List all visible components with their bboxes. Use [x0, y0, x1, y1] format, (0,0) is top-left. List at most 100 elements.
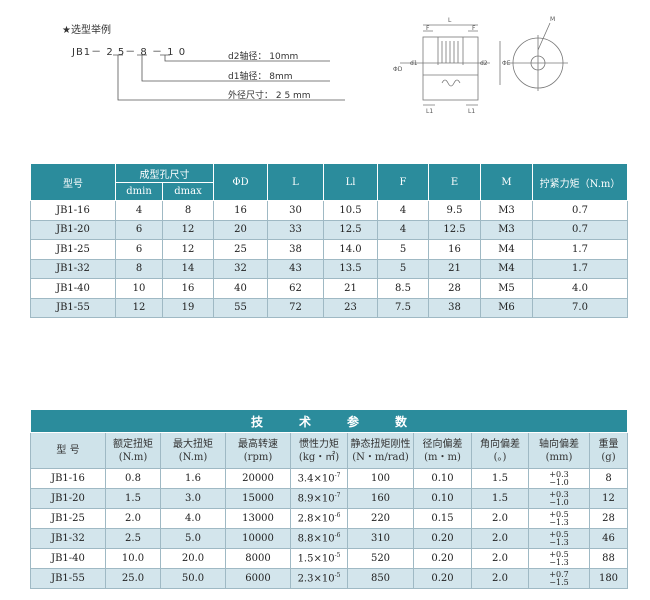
cell-d: 40: [213, 278, 268, 299]
tech-cell: 46: [589, 528, 628, 549]
inertia-exp: -7: [334, 492, 341, 500]
cell-torque: 0.7: [532, 219, 628, 240]
tech-col-header: 惯性力矩 (kg・㎡): [290, 432, 348, 469]
cell-f: 5: [377, 258, 429, 279]
cell-model: JB1-16: [30, 200, 116, 221]
tech-cell: 10.0: [105, 548, 161, 569]
drawing-label-l1: L1: [426, 108, 433, 115]
col-f: F: [377, 163, 429, 201]
tol-lower: −1.0: [549, 477, 569, 487]
inertia-exp: -6: [334, 512, 341, 520]
cell-d: 32: [213, 258, 268, 279]
drawing-label-f2: F: [472, 25, 476, 32]
cell-model: JB1-25: [30, 239, 116, 260]
tech-cell: 0.10: [413, 468, 472, 489]
tech-cell: 20000: [225, 468, 291, 489]
table-row: JB1-16 4 8 16 30 10.5 4 9.5 M3 0.7: [30, 200, 628, 221]
cell-f: 4: [377, 219, 429, 240]
tech-cell: JB1-25: [30, 508, 106, 529]
cell-dmax: 14: [162, 258, 214, 279]
tol-lower: −1.3: [549, 537, 569, 547]
tech-cell: 8: [589, 468, 628, 489]
cell-d: 16: [213, 200, 268, 221]
header-unit: (kg・㎡): [298, 451, 340, 463]
tech-cell: 1.6: [160, 468, 226, 489]
cell-l: 43: [267, 258, 324, 279]
cell-f: 7.5: [377, 297, 429, 318]
tol-lower: −1.0: [549, 497, 569, 507]
tech-col-header: 最大扭矩 (N.m): [160, 432, 226, 469]
coupling-drawing: L F F d1 d2 ΦE ΦD L1 L1 M: [393, 16, 568, 115]
tech-cell: 8.8×10-6: [290, 528, 348, 549]
cell-model: JB1-55: [30, 297, 116, 318]
inertia-base: 1.5×10: [297, 553, 335, 565]
tech-cell: 2.8×10-6: [290, 508, 348, 529]
table-row: JB1-25 6 12 25 38 14.0 5 16 M4 1.7: [30, 239, 628, 260]
tech-cell: 28: [589, 508, 628, 529]
axial-tolerance: +0.7 −1.5: [549, 570, 568, 587]
tech-cell: 2.0: [471, 568, 529, 589]
table-row: JB1-25 2.0 4.0 13000 2.8×10-6 220 0.15 2.0 +0.5−…: [30, 508, 628, 529]
col-m: M: [480, 163, 533, 201]
tech-cell: 2.5: [105, 528, 161, 549]
cell-m: M3: [480, 200, 533, 221]
header-unit: (mm): [545, 451, 573, 463]
header-label: 最大扭矩: [173, 438, 213, 450]
header-label: 径向偏差: [422, 438, 463, 450]
cell-l1: 10.5: [323, 200, 378, 221]
cell-d: 25: [213, 239, 268, 260]
cell-torque: 1.7: [532, 239, 628, 260]
col-torque: 拧紧力矩（N.m）: [532, 163, 628, 201]
tech-col-header: 最高转速 (rpm): [225, 432, 291, 469]
header-label: 最高转速: [238, 438, 278, 450]
tech-cell: 0.20: [413, 568, 472, 589]
table-row: JB1-32 8 14 32 43 13.5 5 21 M4 1.7: [30, 258, 628, 279]
cell-m: M6: [480, 297, 533, 318]
tech-params-table: 技 术 参 数 型 号额定扭矩 (N.m) 最大扭矩 (N.m) 最高转速 (rpm) 惯性…: [30, 409, 628, 589]
axial-tolerance: +0.5 −1.3: [549, 510, 568, 527]
cell-dmin: 6: [115, 219, 163, 240]
tech-cell: 1.5: [471, 488, 529, 509]
drawing-label-l1b: L1: [468, 108, 475, 115]
tol-upper: +0.5: [549, 529, 569, 539]
col-dmin: dmin: [115, 182, 163, 201]
col-bore: 成型孔尺寸: [115, 163, 214, 183]
table-row: JB1-16 0.8 1.6 20000 3.4×10-7 100 0.10 1.5 +0.3−…: [30, 468, 628, 489]
tech-cell: +0.5 −1.3: [528, 528, 590, 549]
tech-col-header: 额定扭矩 (N.m): [105, 432, 161, 469]
col-l1: Ll: [323, 163, 378, 201]
cell-m: M3: [480, 219, 533, 240]
inertia-exp: -7: [334, 472, 341, 480]
tech-cell: 0.10: [413, 488, 472, 509]
table-row: JB1-32 2.5 5.0 10000 8.8×10-6 310 0.20 2.0 +0.5−…: [30, 528, 628, 549]
drawing-label-d1: d1: [410, 60, 418, 67]
header-unit: (m・m): [424, 451, 461, 463]
tech-cell: 20.0: [160, 548, 226, 569]
tol-upper: +0.3: [549, 489, 569, 499]
tech-cell: JB1-32: [30, 528, 106, 549]
cell-torque: 0.7: [532, 200, 628, 221]
tech-cell: 1.5: [471, 468, 529, 489]
inertia-base: 3.4×10: [297, 473, 335, 485]
cell-dmin: 8: [115, 258, 163, 279]
tech-cell: +0.3 −1.0: [528, 468, 590, 489]
tech-cell: 520: [347, 548, 414, 569]
table-row: JB1-20 1.5 3.0 15000 8.9×10-7 160 0.10 1.5 +0.3−…: [30, 488, 628, 509]
inertia-exp: -5: [334, 552, 341, 560]
header-unit: (rpm): [243, 451, 273, 463]
drawing-label-d: ΦD: [393, 66, 403, 73]
tech-cell: 3.0: [160, 488, 226, 509]
tech-cell: 2.0: [105, 508, 161, 529]
drawing-label-e: ΦE: [502, 60, 511, 67]
tech-cell: JB1-55: [30, 568, 106, 589]
axial-tolerance: +0.5 −1.3: [549, 529, 569, 547]
axial-tolerance: +0.3 −1.0: [549, 470, 569, 487]
cell-model: JB1-32: [30, 258, 116, 279]
cell-e: 21: [428, 258, 481, 279]
tech-cell: 0.20: [413, 548, 472, 569]
cell-dmax: 12: [162, 239, 214, 260]
tech-cell: +0.5 −1.3: [528, 548, 590, 569]
tech-params-title: 技 术 参 数: [30, 409, 628, 433]
cell-l: 30: [267, 200, 324, 221]
